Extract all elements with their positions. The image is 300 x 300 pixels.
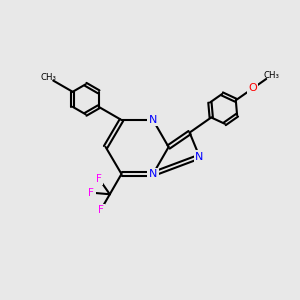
Text: N: N — [149, 115, 157, 125]
Text: F: F — [96, 174, 102, 184]
Text: CH₃: CH₃ — [264, 71, 280, 80]
Text: N: N — [149, 169, 157, 179]
Text: O: O — [248, 83, 257, 93]
Text: N: N — [195, 152, 204, 162]
Text: F: F — [98, 206, 103, 215]
Text: F: F — [88, 188, 94, 198]
Text: CH₃: CH₃ — [40, 73, 56, 82]
